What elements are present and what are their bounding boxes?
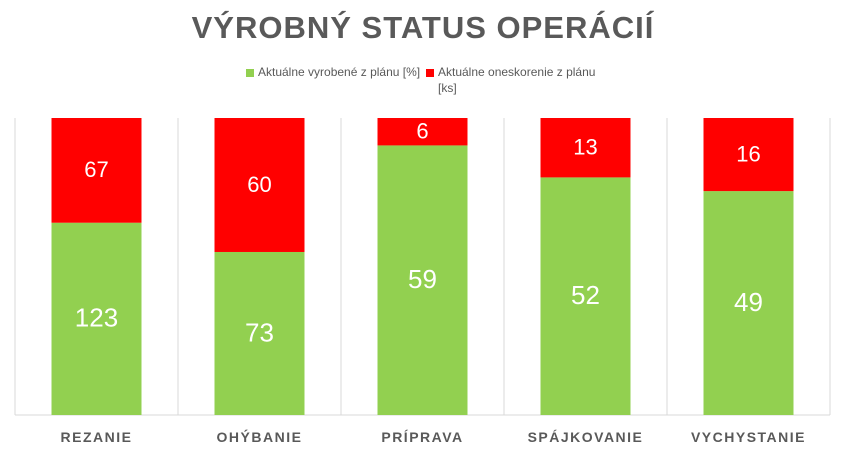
legend-swatch-delay [426, 69, 434, 77]
data-label-delay: 13 [573, 135, 597, 160]
data-label-delay: 60 [247, 172, 271, 197]
bar-delay [377, 118, 468, 146]
category-label: PRÍPRAVA [381, 429, 463, 445]
bar-delay [214, 118, 305, 252]
legend-label-delay: Aktuálne oneskorenie z plánu [ks] [438, 65, 596, 95]
legend-swatch-produced [246, 69, 254, 77]
legend-label-produced: Aktuálne vyrobené z plánu [%] [258, 65, 421, 79]
bar-produced [540, 177, 631, 415]
data-label-produced: 49 [734, 287, 763, 317]
bar-produced [51, 222, 142, 415]
category-label: REZANIE [61, 429, 133, 445]
data-label-produced: 52 [571, 280, 600, 310]
category-label: VYCHYSTANIE [691, 429, 806, 445]
bar-produced [214, 251, 305, 415]
category-label: OHÝBANIE [217, 428, 303, 445]
data-label-produced: 59 [408, 264, 437, 294]
data-label-delay: 67 [84, 157, 108, 182]
category-label: SPÁJKOVANIE [528, 429, 644, 445]
bar-produced [703, 191, 794, 415]
bar-delay [703, 118, 794, 192]
bar-delay [540, 118, 631, 178]
data-label-produced: 123 [75, 303, 118, 333]
data-label-delay: 6 [416, 119, 428, 144]
data-label-delay: 16 [736, 141, 760, 166]
data-label-produced: 73 [245, 317, 274, 347]
bar-produced [377, 145, 468, 415]
bar-delay [51, 118, 142, 223]
chart-title: VÝROBNÝ STATUS OPERÁCIÍ [191, 10, 655, 45]
